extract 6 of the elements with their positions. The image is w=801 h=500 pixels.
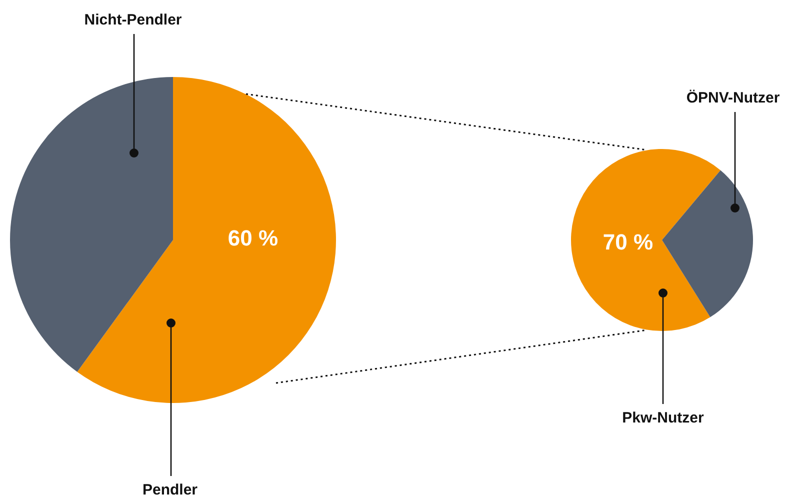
data-label: 60 %	[228, 226, 278, 250]
slice-label: Nicht-Pendler	[84, 12, 182, 28]
slice-label: Pkw-Nutzer	[622, 410, 704, 426]
slice-label: Pendler	[142, 482, 198, 498]
data-label: 70 %	[602, 230, 654, 254]
slice-label: ÖPNV-Nutzer	[686, 90, 780, 106]
